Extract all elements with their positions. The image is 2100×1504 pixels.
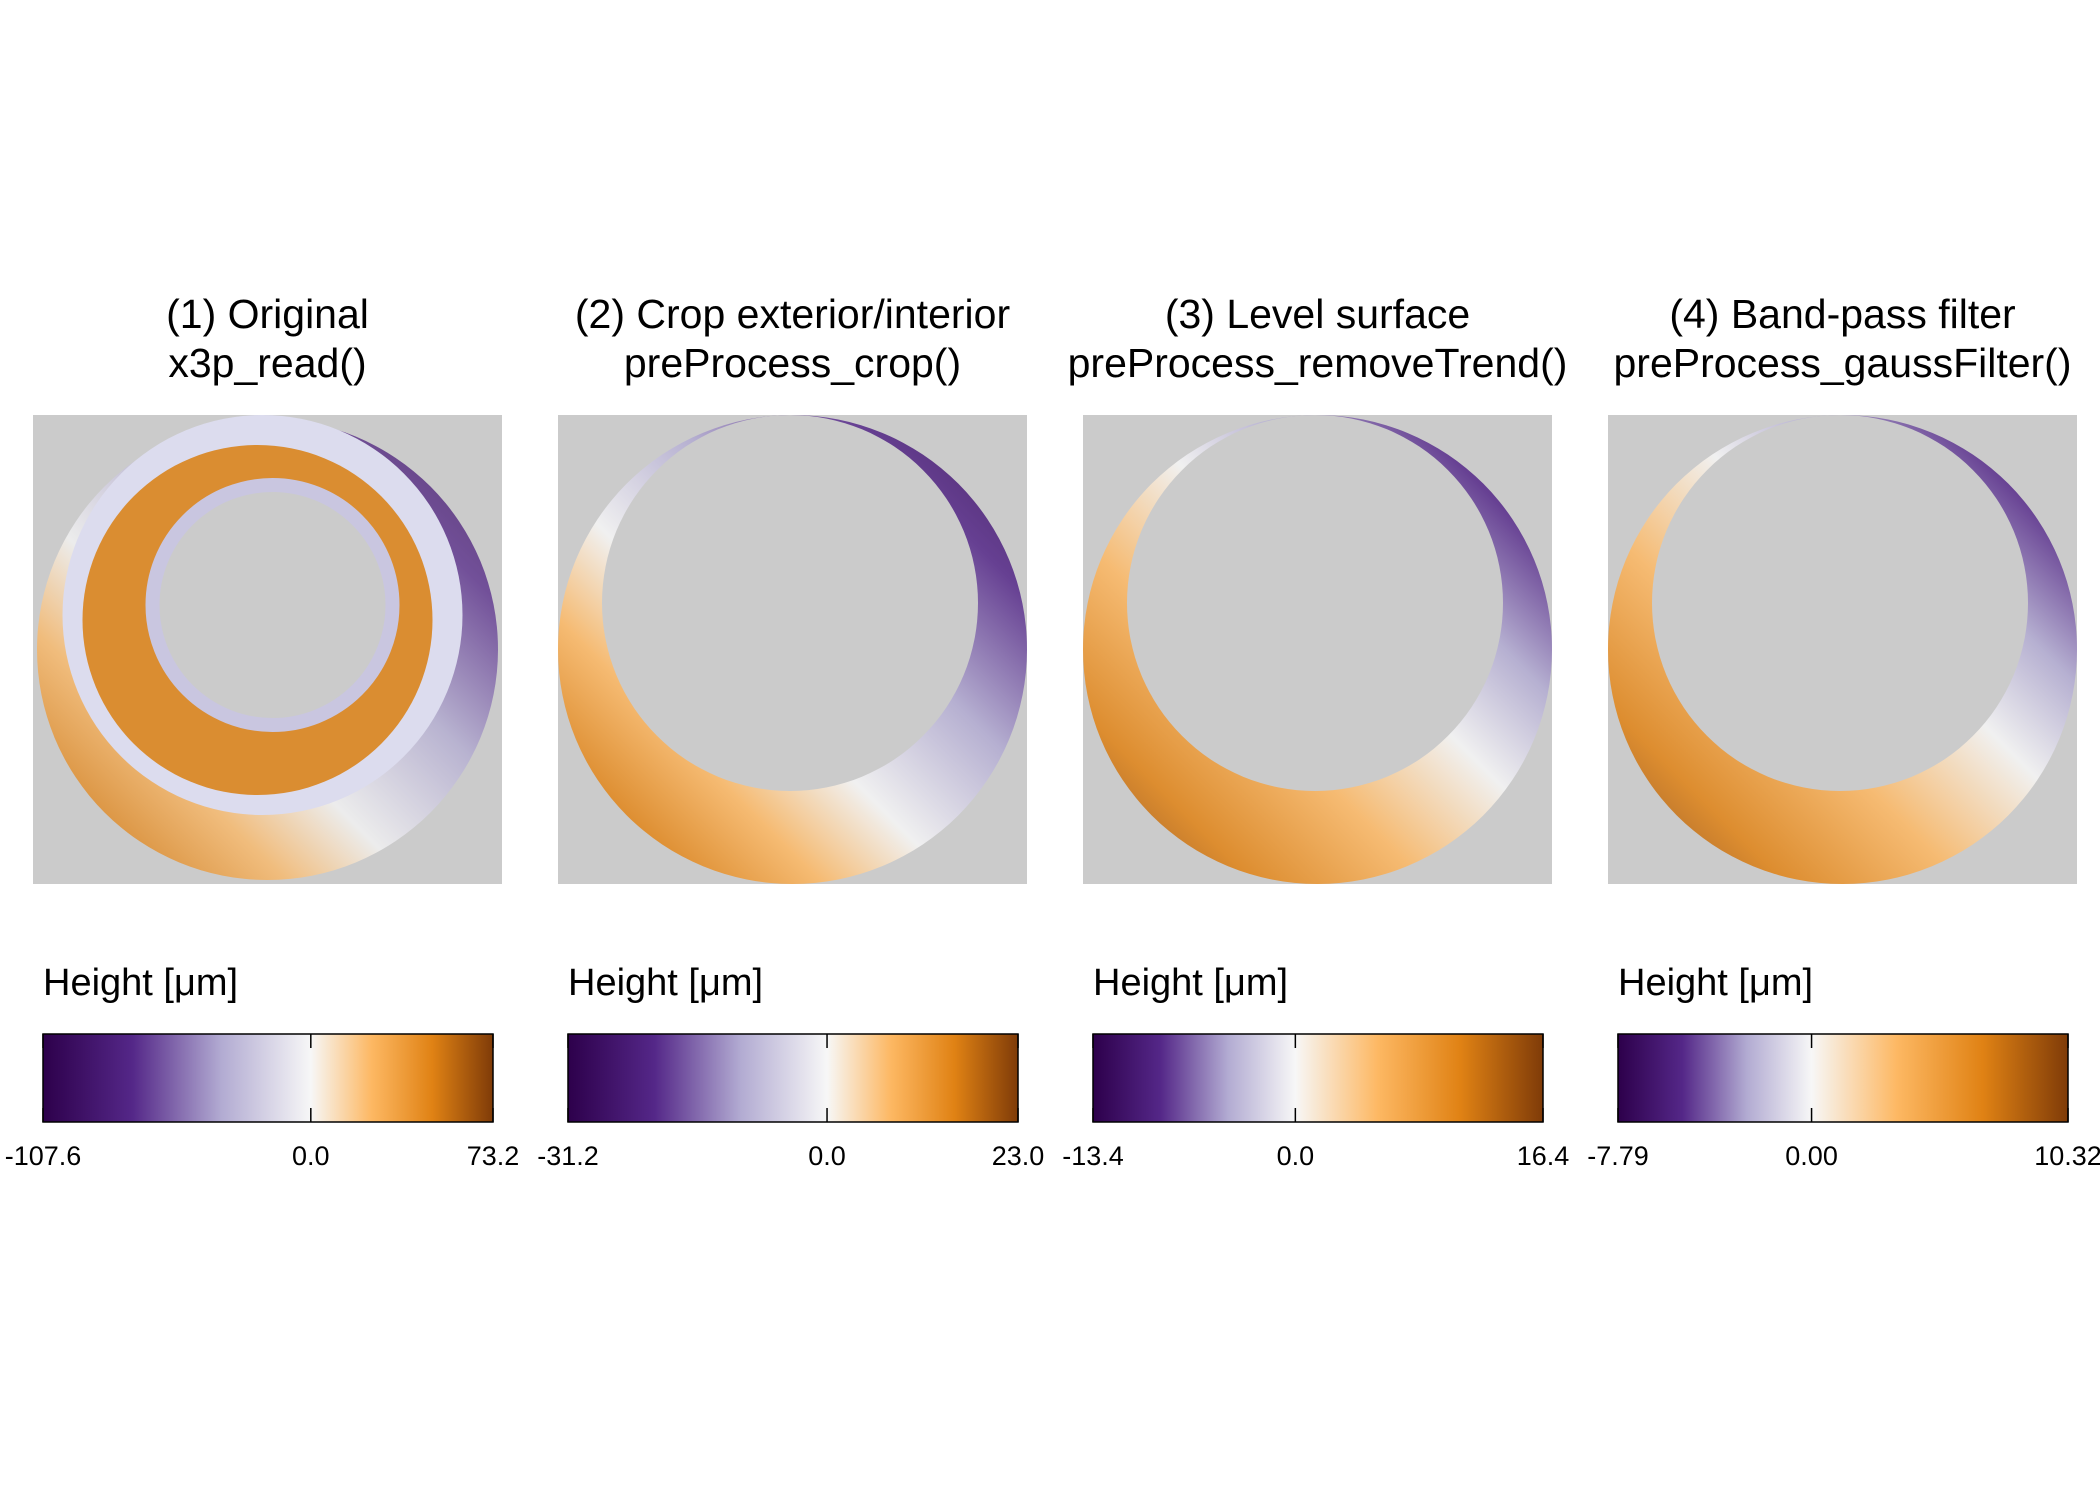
panel-subtitle: preProcess_gaussFilter() xyxy=(1614,340,2072,386)
surface-hole xyxy=(1127,415,1503,791)
surface-hole xyxy=(602,415,978,791)
colorbar-tick-label: -31.2 xyxy=(537,1141,599,1171)
colorbar xyxy=(567,1033,1019,1123)
colorbar-tick-label: 10.32 xyxy=(2034,1141,2100,1171)
surface-hole xyxy=(145,478,400,732)
panel-title: (4) Band-pass filter xyxy=(1669,291,2015,337)
panel-title: (1) Original xyxy=(166,291,369,337)
colorbar-tick-label: -107.6 xyxy=(5,1141,82,1171)
surface-hole xyxy=(1652,415,2028,791)
colorbar-tick-label: -7.79 xyxy=(1587,1141,1649,1171)
legend-title: Height [μm] xyxy=(1093,962,1288,1004)
colorbar-tick-label: -13.4 xyxy=(1062,1141,1124,1171)
colorbar xyxy=(1092,1033,1544,1123)
colorbar-tick-label: 0.0 xyxy=(808,1141,846,1171)
panel-subtitle: preProcess_crop() xyxy=(624,340,961,386)
panel-subtitle: preProcess_removeTrend() xyxy=(1068,340,1568,386)
colorbar-tick-label: 0.0 xyxy=(1277,1141,1315,1171)
legend-title: Height [μm] xyxy=(568,962,763,1004)
colorbar xyxy=(42,1033,494,1123)
colorbar-tick-label: 23.0 xyxy=(992,1141,1045,1171)
colorbar-tick-label: 16.4 xyxy=(1517,1141,1570,1171)
panel-title: (3) Level surface xyxy=(1165,291,1470,337)
colorbar-tick-label: 0.00 xyxy=(1785,1141,1838,1171)
legend-title: Height [μm] xyxy=(1618,962,1813,1004)
colorbar xyxy=(1617,1033,2069,1123)
panel-title: (2) Crop exterior/interior xyxy=(575,291,1010,337)
panel-subtitle: x3p_read() xyxy=(168,340,366,386)
legend-title: Height [μm] xyxy=(43,962,238,1004)
colorbar-tick-label: 73.2 xyxy=(467,1141,520,1171)
colorbar-tick-label: 0.0 xyxy=(292,1141,330,1171)
